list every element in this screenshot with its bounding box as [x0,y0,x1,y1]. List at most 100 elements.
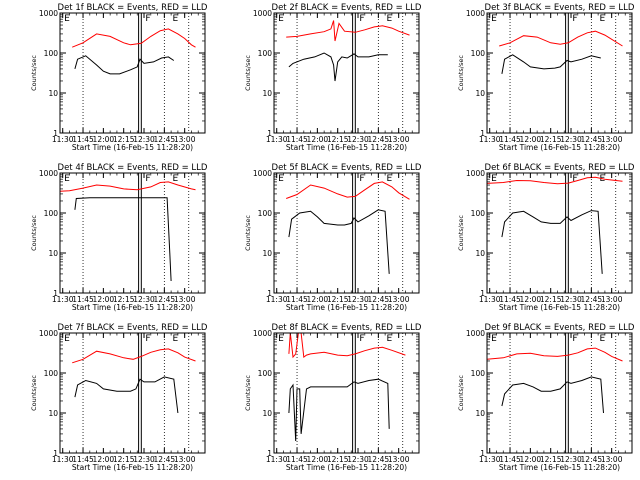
x-axis-label: Start Time (16-Feb-15 11:28:20) [499,303,620,312]
y-axis-label: Counts/sec [457,215,465,251]
x-axis-label: Start Time (16-Feb-15 11:28:20) [72,143,193,152]
series-group [487,176,623,274]
flag-marker: F [572,174,577,184]
flag-marker: E [64,174,70,184]
series-events-line [288,209,390,274]
panel-title: Det 9f BLACK = Events, RED = LLD [485,323,635,333]
x-tick-label: 11:45 [286,135,308,144]
x-axis-label: Start Time (16-Feb-15 11:28:20) [72,463,193,472]
y-tick-label: 10 [48,409,58,418]
plot-frame [486,332,633,454]
x-tick-label: 12:45 [368,295,390,304]
series-group [72,28,196,75]
flag-marker: E [278,334,284,344]
panel-title: Det 4f BLACK = Events, RED = LLD [58,163,208,173]
x-tick-label: 12:45 [368,455,390,464]
x-tick-label: 13:00 [388,135,410,144]
flag-marker: F [145,334,150,344]
y-tick-label: 1000 [39,9,58,18]
x-tick-label: 12:15 [540,295,562,304]
x-tick-label: 11:30 [266,135,288,144]
series-group [72,348,196,414]
x-tick-label: 11:45 [72,135,94,144]
flag-marker: E [386,14,392,24]
series-lld-line [60,181,196,192]
plot-frame [273,332,420,454]
x-tick-label: 11:45 [499,455,521,464]
y-tick-label: 1000 [253,169,272,178]
x-tick-label: 12:30 [347,135,369,144]
x-axis-label: Start Time (16-Feb-15 11:28:20) [72,303,193,312]
x-tick-label: 11:30 [479,295,501,304]
y-tick-label: 10 [475,249,485,258]
flag-marker: F [572,14,577,24]
y-axis-label: Counts/sec [457,55,465,91]
series-group [286,20,410,82]
y-tick-label: 100 [258,209,273,218]
y-tick-label: 100 [44,369,59,378]
x-tick-label: 11:30 [266,295,288,304]
x-tick-label: 12:00 [307,455,329,464]
series-events-line [74,55,175,75]
x-axis-label: Start Time (16-Feb-15 11:28:20) [499,143,620,152]
x-tick-label: 12:45 [581,295,603,304]
series-group [499,30,623,74]
x-tick-label: 11:30 [52,455,74,464]
x-tick-label: 12:15 [113,135,135,144]
x-tick-label: 12:00 [520,455,542,464]
x-tick-label: 12:15 [113,295,135,304]
x-tick-label: 12:45 [581,455,603,464]
y-tick-label: 1000 [39,169,58,178]
series-lld-line [286,181,410,200]
flag-marker: E [599,14,605,24]
plot-frame [273,172,420,294]
series-lld-line [487,176,623,185]
y-tick-label: 1 [480,129,485,138]
x-axis-label: Start Time (16-Feb-15 11:28:20) [286,303,407,312]
flag-marker: F [359,14,364,24]
x-tick-label: 11:45 [72,295,94,304]
flag-marker: E [386,174,392,184]
flag-marker: E [491,14,497,24]
series-lld-line [72,348,196,364]
x-tick-label: 11:30 [479,135,501,144]
plot-frame [273,12,420,134]
x-tick-label: 11:45 [499,295,521,304]
y-tick-label: 100 [44,209,59,218]
x-tick-label: 12:15 [327,455,349,464]
flag-marker: E [64,14,70,24]
series-events-line [74,197,172,282]
y-tick-label: 100 [471,49,486,58]
x-tick-label: 12:15 [540,135,562,144]
x-tick-label: 12:30 [347,455,369,464]
x-tick-label: 12:15 [327,135,349,144]
flag-marker: E [172,334,178,344]
flag-marker: E [278,14,284,24]
x-tick-label: 13:00 [601,295,623,304]
x-tick-label: 12:00 [307,135,329,144]
y-tick-label: 100 [471,209,486,218]
flag-marker: E [172,14,178,24]
x-tick-label: 12:15 [540,455,562,464]
x-tick-label: 13:00 [601,135,623,144]
y-tick-label: 10 [48,89,58,98]
flag-marker: F [145,14,150,24]
x-tick-label: 12:30 [560,135,582,144]
x-tick-label: 11:30 [52,135,74,144]
x-tick-label: 12:30 [347,295,369,304]
y-tick-label: 1000 [253,329,272,338]
x-tick-label: 12:45 [154,455,176,464]
y-axis-label: Counts/sec [244,375,252,411]
y-tick-label: 1 [267,449,272,458]
flag-marker: F [145,174,150,184]
series-events-line [501,376,604,414]
x-axis-label: Start Time (16-Feb-15 11:28:20) [499,463,620,472]
plot-frame [486,12,633,134]
series-group [288,333,406,442]
